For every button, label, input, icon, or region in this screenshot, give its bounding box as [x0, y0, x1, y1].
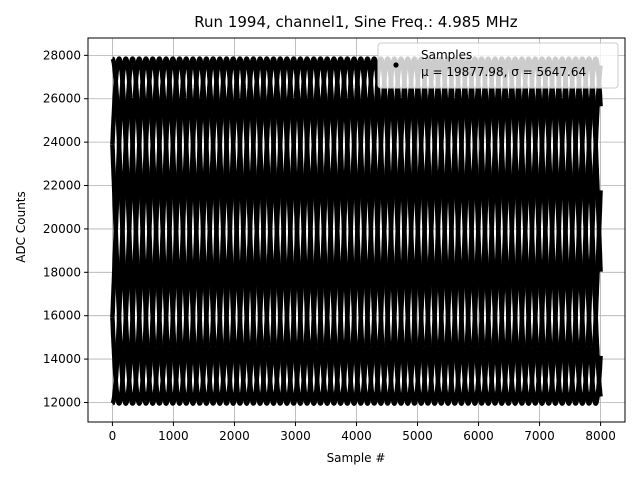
y-tick-label: 20000	[43, 222, 81, 236]
y-tick-label: 24000	[43, 135, 81, 149]
y-tick-label: 22000	[43, 179, 81, 193]
y-tick-label: 18000	[43, 265, 81, 279]
x-tick-label: 2000	[219, 429, 250, 443]
legend-marker	[393, 62, 399, 68]
x-tick-label: 7000	[524, 429, 555, 443]
data-series-samples	[110, 56, 603, 406]
legend-label-samples: Samples	[421, 48, 472, 62]
legend: Samples μ = 19877.98, σ = 5647.64	[377, 42, 619, 89]
x-tick-label: 6000	[463, 429, 494, 443]
x-tick-label: 0	[109, 429, 117, 443]
y-tick-label: 12000	[43, 395, 81, 409]
y-tick-label: 16000	[43, 309, 81, 323]
x-tick-label: 1000	[158, 429, 189, 443]
axis-ticks: 0 1000 2000 3000 4000 5000 6000 7000 8000 12000 14…	[43, 48, 616, 443]
y-tick-label: 14000	[43, 352, 81, 366]
legend-box	[377, 42, 619, 89]
x-tick-label: 5000	[402, 429, 433, 443]
y-tick-label: 28000	[43, 48, 81, 62]
sample-track-4	[110, 56, 603, 406]
legend-label-stats: μ = 19877.98, σ = 5647.64	[421, 65, 586, 79]
y-tick-label: 26000	[43, 92, 81, 106]
x-tick-label: 8000	[585, 429, 616, 443]
x-tick-label: 4000	[341, 429, 372, 443]
sample-track-3	[110, 56, 603, 406]
x-axis-label: Sample #	[327, 451, 386, 465]
y-axis-label: ADC Counts	[14, 191, 28, 263]
x-tick-label: 3000	[280, 429, 311, 443]
chart-title: Run 1994, channel1, Sine Freq.: 4.985 MH…	[194, 13, 518, 31]
